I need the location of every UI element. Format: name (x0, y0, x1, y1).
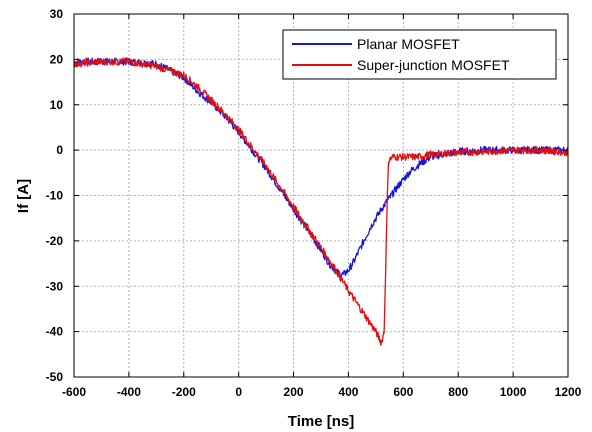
x-tick-label: 1200 (555, 385, 582, 399)
y-tick-label: -30 (46, 279, 64, 293)
series-line-superjunction (73, 57, 569, 346)
x-tick-label: 200 (284, 385, 304, 399)
y-tick-label: 20 (50, 52, 64, 66)
series-line-planar (73, 57, 569, 278)
y-tick-label: 10 (50, 98, 64, 112)
legend: Planar MOSFET Super-junction MOSFET (282, 29, 557, 80)
legend-box (282, 29, 557, 80)
x-tick-label: 1000 (500, 385, 527, 399)
y-tick-labels: -50 -40 -30 -20 -10 0 10 20 30 (46, 7, 64, 384)
y-tick-label: -40 (46, 325, 64, 339)
y-tick-label: 0 (56, 143, 63, 157)
x-tick-label: -600 (62, 385, 86, 399)
legend-label-planar: Planar MOSFET (357, 36, 460, 52)
x-tick-label: 600 (393, 385, 413, 399)
y-tick-label: -10 (46, 189, 64, 203)
ticks (73, 13, 569, 378)
legend-label-superjunction: Super-junction MOSFET (357, 57, 510, 73)
x-tick-label: 400 (338, 385, 358, 399)
x-tick-labels: -600 -400 -200 0 200 400 600 800 1000 1200 (62, 385, 582, 399)
y-tick-label: -20 (46, 234, 64, 248)
x-axis-title: Time [ns] (288, 413, 354, 430)
x-tick-label: -400 (117, 385, 141, 399)
x-tick-label: -200 (172, 385, 196, 399)
x-tick-label: 0 (235, 385, 242, 399)
y-axis-title: If [A] (15, 179, 32, 213)
y-tick-label: 30 (50, 7, 64, 21)
series-layer (73, 57, 569, 346)
x-tick-label: 800 (448, 385, 468, 399)
y-tick-label: -50 (46, 370, 64, 384)
